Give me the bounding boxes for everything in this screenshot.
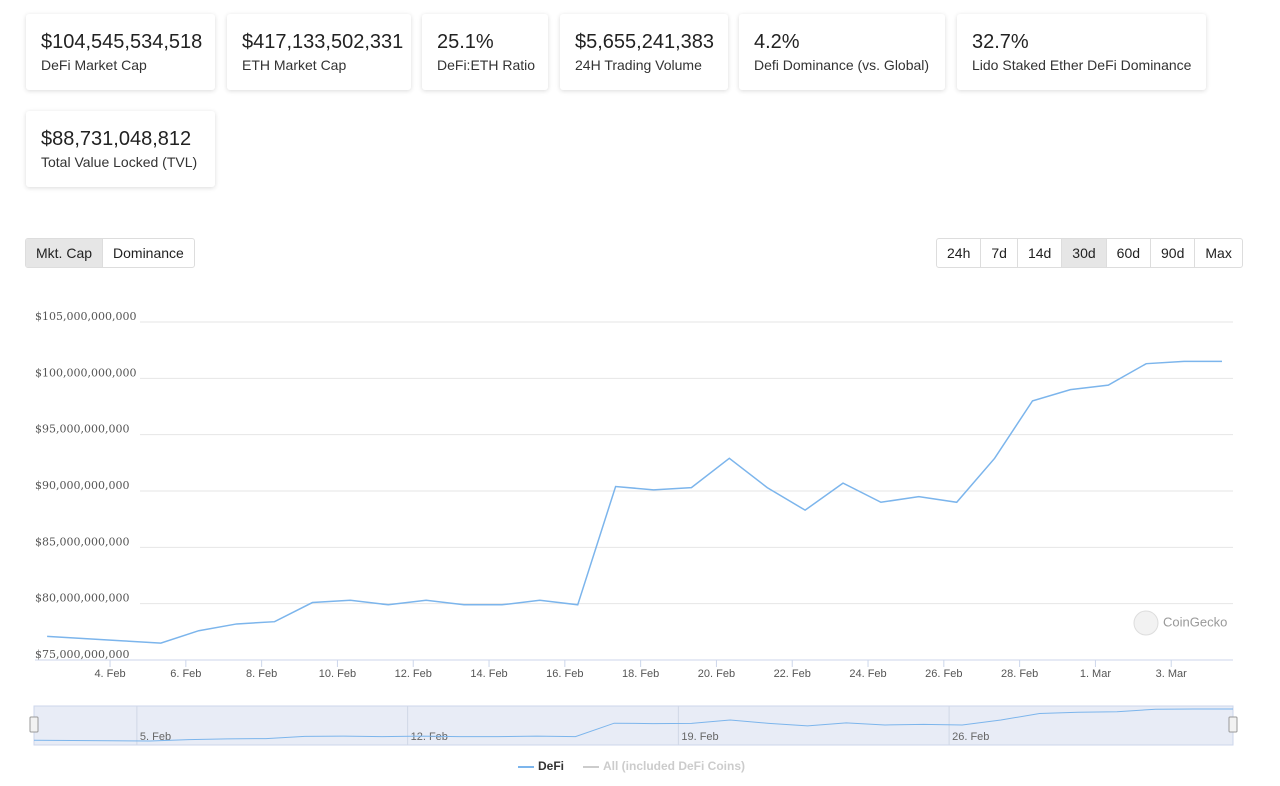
range-button[interactable]: 30d — [1062, 239, 1107, 267]
stat-label: DeFi Market Cap — [41, 57, 147, 73]
stat-label: Defi Dominance (vs. Global) — [754, 57, 930, 73]
x-tick-label: 8. Feb — [246, 668, 277, 680]
stat-label: Lido Staked Ether DeFi Dominance — [972, 57, 1192, 73]
y-tick-label: $85,000,000,000 — [35, 535, 129, 548]
range-button[interactable]: 90d — [1151, 239, 1196, 267]
y-tick-label: $105,000,000,000 — [35, 310, 136, 323]
stat-card: $417,133,502,331 ETH Market Cap — [227, 14, 411, 90]
watermark: CoinGecko — [1163, 614, 1227, 629]
stat-value: $5,655,241,383 — [575, 31, 715, 53]
x-tick-label: 14. Feb — [470, 668, 507, 680]
range-button[interactable]: Max — [1205, 245, 1232, 261]
watermark-icon — [1133, 610, 1159, 636]
stat-card: 25.1% DeFi:ETH Ratio — [422, 14, 548, 90]
stat-card: $88,731,048,812 Total Value Locked (TVL) — [26, 111, 215, 187]
navigator-label: 19. Feb — [681, 731, 718, 743]
stat-card: 32.7% Lido Staked Ether DeFi Dominance — [957, 14, 1206, 90]
legend-label[interactable]: DeFi — [538, 759, 564, 773]
y-tick-label: $90,000,000,000 — [35, 479, 129, 492]
navigator-label: 26. Feb — [952, 731, 989, 743]
stat-label: 24H Trading Volume — [575, 57, 702, 73]
stat-label: DeFi:ETH Ratio — [437, 57, 536, 73]
x-tick-label: 4. Feb — [94, 668, 125, 680]
navigator-label: 12. Feb — [411, 731, 448, 743]
stat-value: $417,133,502,331 — [242, 31, 404, 53]
stat-value: $88,731,048,812 — [41, 128, 192, 150]
tab-group: Mkt. Cap Dominance — [25, 238, 195, 268]
stat-value: 25.1% — [437, 31, 494, 53]
tab-button[interactable]: Dominance — [113, 245, 184, 261]
stat-label: Total Value Locked (TVL) — [41, 154, 198, 170]
y-tick-label: $100,000,000,000 — [35, 366, 136, 379]
x-tick-label: 3. Mar — [1156, 668, 1188, 680]
x-tick-label: 12. Feb — [395, 668, 432, 680]
y-tick-label: $80,000,000,000 — [35, 592, 129, 605]
stat-card: 4.2% Defi Dominance (vs. Global) — [739, 14, 945, 90]
range-button[interactable]: 7d — [981, 239, 1018, 267]
x-tick-label: 28. Feb — [1001, 668, 1038, 680]
navigator-handle — [29, 716, 39, 733]
x-tick-label: 20. Feb — [698, 668, 735, 680]
legend-label[interactable]: All (included DeFi Coins) — [603, 759, 745, 773]
x-tick-label: 22. Feb — [774, 668, 811, 680]
y-tick-label: $95,000,000,000 — [35, 423, 129, 436]
stat-value: 32.7% — [972, 31, 1029, 53]
stat-value: $104,545,534,518 — [41, 31, 203, 53]
range-group: 24h 7d 14d 30d 60d 90d Max — [936, 238, 1243, 268]
range-button[interactable]: 14d — [1018, 239, 1063, 267]
navigator-line — [33, 708, 1233, 742]
stat-label: ETH Market Cap — [242, 57, 347, 73]
stat-value: 4.2% — [754, 31, 800, 53]
range-button[interactable]: 24h — [937, 239, 982, 267]
x-tick-label: 18. Feb — [622, 668, 659, 680]
x-tick-label: 10. Feb — [319, 668, 356, 680]
x-tick-label: 1. Mar — [1080, 668, 1112, 680]
x-tick-label: 24. Feb — [849, 668, 886, 680]
stat-card: $104,545,534,518 DeFi Market Cap — [26, 14, 215, 90]
navigator-handle — [1228, 716, 1238, 733]
line — [47, 360, 1223, 644]
tab-button[interactable]: Mkt. Cap — [26, 239, 104, 267]
navigator-label: 5. Feb — [140, 731, 171, 743]
range-button[interactable]: 60d — [1107, 239, 1152, 267]
x-tick-label: 16. Feb — [546, 668, 583, 680]
x-tick-label: 26. Feb — [925, 668, 962, 680]
stat-card: $5,655,241,383 24H Trading Volume — [560, 14, 728, 90]
x-tick-label: 6. Feb — [170, 668, 201, 680]
y-tick-label: $75,000,000,000 — [35, 648, 129, 661]
